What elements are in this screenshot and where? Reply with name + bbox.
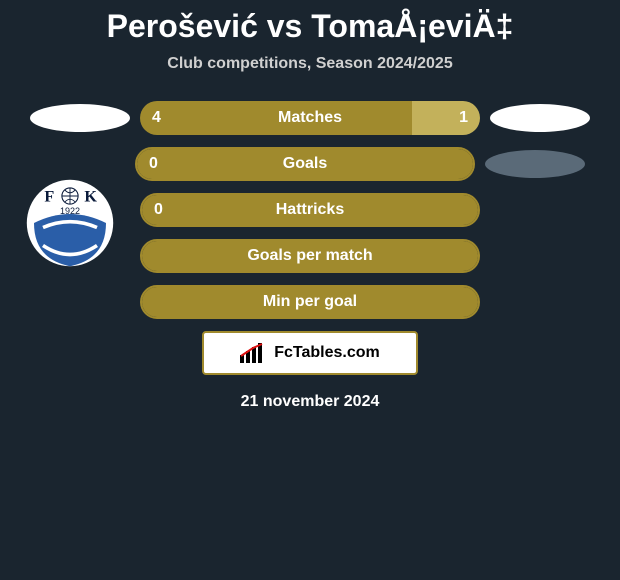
stat-row-matches: 4 Matches 1 [0, 101, 620, 135]
attribution-badge[interactable]: FcTables.com [202, 331, 418, 375]
player-badge-right [490, 104, 590, 132]
logo-letter-right: K [84, 187, 97, 205]
bars-icon [240, 343, 268, 363]
bar-track: 0 Goals [135, 147, 475, 181]
bar-left-segment [142, 241, 478, 271]
bar-right-segment [412, 101, 480, 135]
player-badge-right [485, 150, 585, 178]
bar-left-segment [142, 195, 478, 225]
bar-track: 4 Matches 1 [140, 101, 480, 135]
page-root: Perošević vs TomaÅ¡eviÄ‡ Club competitio… [0, 0, 620, 580]
ball-icon [62, 188, 78, 204]
logo-letter-left: F [44, 187, 54, 205]
date-text: 21 november 2024 [0, 393, 620, 411]
bar-left-segment [137, 149, 473, 179]
bar-track: 0 Hattricks [140, 193, 480, 227]
bar-track: Min per goal [140, 285, 480, 319]
stat-row-mpg: Min per goal [0, 285, 620, 319]
page-subtitle: Club competitions, Season 2024/2025 [0, 55, 620, 73]
stat-row-goals: 0 Goals [0, 147, 620, 181]
club-logo-icon: F K 1922 [25, 178, 115, 268]
bar-left-segment [140, 101, 412, 135]
attribution-text: FcTables.com [274, 344, 380, 362]
player-badge-left [30, 104, 130, 132]
bar-track: Goals per match [140, 239, 480, 273]
bar-left-segment [142, 287, 478, 317]
page-title: Perošević vs TomaÅ¡eviÄ‡ [0, 0, 620, 45]
